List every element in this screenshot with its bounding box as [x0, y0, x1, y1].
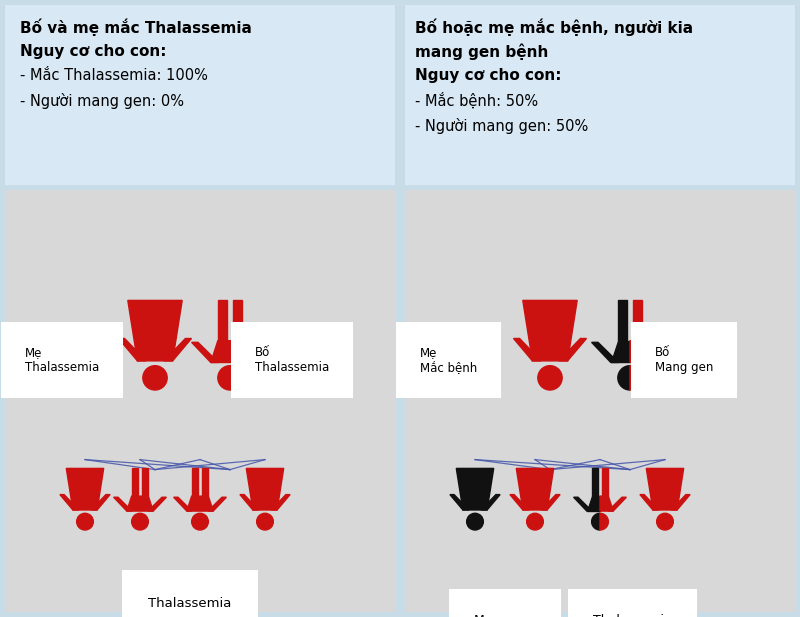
Circle shape [77, 513, 94, 530]
Text: Bố và mẹ mắc Thalassemia: Bố và mẹ mắc Thalassemia [20, 18, 252, 36]
Polygon shape [514, 339, 542, 361]
Text: Bố
Mang gen: Bố Mang gen [655, 346, 714, 374]
Polygon shape [142, 468, 148, 496]
Text: Thalassemia: Thalassemia [148, 597, 232, 610]
Polygon shape [592, 513, 600, 530]
Polygon shape [242, 342, 268, 362]
Polygon shape [600, 496, 614, 511]
Text: - Người mang gen: 0%: - Người mang gen: 0% [20, 93, 184, 109]
Text: mang gen bệnh: mang gen bệnh [415, 44, 548, 60]
Polygon shape [602, 468, 608, 496]
Circle shape [132, 513, 148, 530]
Text: Mẹ
Mắc bệnh: Mẹ Mắc bệnh [420, 346, 478, 374]
Polygon shape [240, 495, 259, 510]
Polygon shape [456, 468, 494, 510]
Text: - Mắc bệnh: 50%: - Mắc bệnh: 50% [415, 93, 538, 109]
FancyBboxPatch shape [5, 5, 395, 185]
FancyBboxPatch shape [405, 190, 795, 612]
Polygon shape [541, 495, 560, 510]
Polygon shape [558, 339, 586, 361]
Polygon shape [60, 495, 79, 510]
Circle shape [143, 366, 167, 390]
Text: Nguy cơ cho con:: Nguy cơ cho con: [415, 68, 562, 83]
Circle shape [466, 513, 483, 530]
Polygon shape [218, 300, 227, 341]
Polygon shape [646, 468, 684, 510]
Text: - Người mang gen: 50%: - Người mang gen: 50% [415, 118, 588, 134]
Circle shape [192, 513, 208, 530]
Polygon shape [208, 497, 226, 511]
Polygon shape [592, 468, 598, 496]
Polygon shape [192, 468, 198, 496]
Polygon shape [481, 495, 500, 510]
Polygon shape [450, 495, 469, 510]
Polygon shape [618, 366, 630, 390]
Circle shape [526, 513, 543, 530]
Polygon shape [246, 468, 284, 510]
Polygon shape [233, 300, 242, 341]
Polygon shape [192, 342, 218, 362]
Polygon shape [174, 497, 192, 511]
Text: Mang gen: Mang gen [474, 613, 536, 617]
Polygon shape [187, 496, 213, 511]
Polygon shape [630, 341, 650, 362]
Polygon shape [132, 468, 138, 496]
Polygon shape [114, 497, 132, 511]
Polygon shape [586, 496, 600, 511]
Polygon shape [148, 497, 166, 511]
Polygon shape [640, 495, 659, 510]
Polygon shape [510, 495, 529, 510]
Polygon shape [118, 339, 146, 361]
Polygon shape [642, 342, 669, 362]
Circle shape [538, 366, 562, 390]
Text: Nguy cơ cho con:: Nguy cơ cho con: [20, 44, 166, 59]
Polygon shape [633, 300, 642, 341]
FancyBboxPatch shape [5, 190, 395, 612]
Polygon shape [618, 300, 627, 341]
Polygon shape [128, 300, 182, 361]
Polygon shape [523, 300, 578, 361]
Polygon shape [91, 495, 110, 510]
Polygon shape [211, 341, 250, 362]
Circle shape [657, 513, 674, 530]
Polygon shape [271, 495, 290, 510]
Text: Bố hoặc mẹ mắc bệnh, người kia: Bố hoặc mẹ mắc bệnh, người kia [415, 18, 693, 36]
Polygon shape [164, 339, 191, 361]
Polygon shape [516, 468, 554, 510]
Polygon shape [611, 341, 630, 362]
Text: - Mắc Thalassemia: 100%: - Mắc Thalassemia: 100% [20, 68, 208, 83]
Circle shape [257, 513, 274, 530]
Polygon shape [574, 497, 592, 511]
Polygon shape [66, 468, 104, 510]
Polygon shape [202, 468, 208, 496]
Circle shape [218, 366, 242, 390]
Polygon shape [608, 497, 626, 511]
Polygon shape [630, 366, 642, 390]
Polygon shape [126, 496, 154, 511]
Polygon shape [600, 513, 608, 530]
Polygon shape [671, 495, 690, 510]
Text: Thalassemia: Thalassemia [593, 613, 672, 617]
Polygon shape [592, 342, 618, 362]
Text: Mẹ
Thalassemia: Mẹ Thalassemia [25, 346, 99, 374]
Text: Bố
Thalassemia: Bố Thalassemia [255, 346, 330, 374]
FancyBboxPatch shape [405, 5, 795, 185]
